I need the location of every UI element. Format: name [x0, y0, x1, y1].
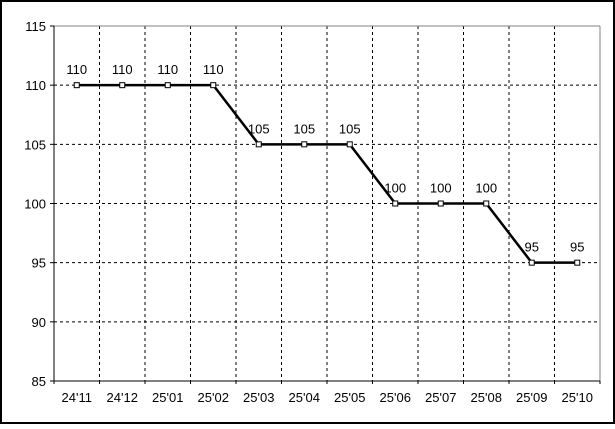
y-axis-label: 100 [24, 197, 46, 212]
data-point-marker [255, 141, 262, 148]
x-axis-label: 25'09 [516, 390, 547, 405]
data-point-label: 105 [293, 121, 315, 136]
data-point-marker [483, 200, 490, 207]
data-point-label: 110 [66, 62, 87, 77]
data-point-label: 100 [430, 181, 452, 196]
x-axis-label: 25'04 [289, 390, 320, 405]
x-axis-label: 25'02 [198, 390, 229, 405]
data-point-marker [392, 200, 399, 207]
y-axis-label: 115 [25, 19, 46, 34]
y-axis-label: 90 [32, 315, 46, 330]
x-axis-label: 25'05 [334, 390, 365, 405]
data-point-marker [437, 200, 444, 207]
x-axis-label: 25'01 [152, 390, 183, 405]
x-axis-label: 25'03 [243, 390, 274, 405]
data-point-label: 105 [248, 121, 270, 136]
data-point-marker [119, 82, 126, 89]
data-point-marker [528, 259, 535, 266]
y-axis-label: 105 [24, 137, 46, 152]
data-point-label: 110 [112, 62, 133, 77]
series-line [76, 83, 578, 264]
data-point-marker [73, 82, 80, 89]
data-point-label: 110 [157, 62, 178, 77]
x-axis-label: 25'07 [425, 390, 456, 405]
x-axis-label: 25'06 [380, 390, 411, 405]
data-point-label: 105 [339, 121, 361, 136]
x-axis-label: 24'12 [107, 390, 138, 405]
data-point-marker [210, 82, 217, 89]
data-point-marker [301, 141, 308, 148]
data-point-label: 100 [475, 181, 497, 196]
x-axis-label: 25'10 [562, 390, 593, 405]
data-point-label: 110 [203, 62, 224, 77]
data-point-marker [164, 82, 171, 89]
x-axis-label: 24'11 [62, 390, 92, 405]
y-axis-label: 85 [32, 374, 46, 389]
data-point-label: 95 [525, 240, 539, 255]
data-point-marker [346, 141, 353, 148]
data-point-label: 100 [384, 181, 406, 196]
y-axis-label: 95 [32, 256, 46, 271]
x-axis-label: 25'08 [471, 390, 502, 405]
data-point-label: 95 [570, 240, 584, 255]
y-axis-label: 110 [25, 78, 46, 93]
data-point-marker [574, 259, 581, 266]
